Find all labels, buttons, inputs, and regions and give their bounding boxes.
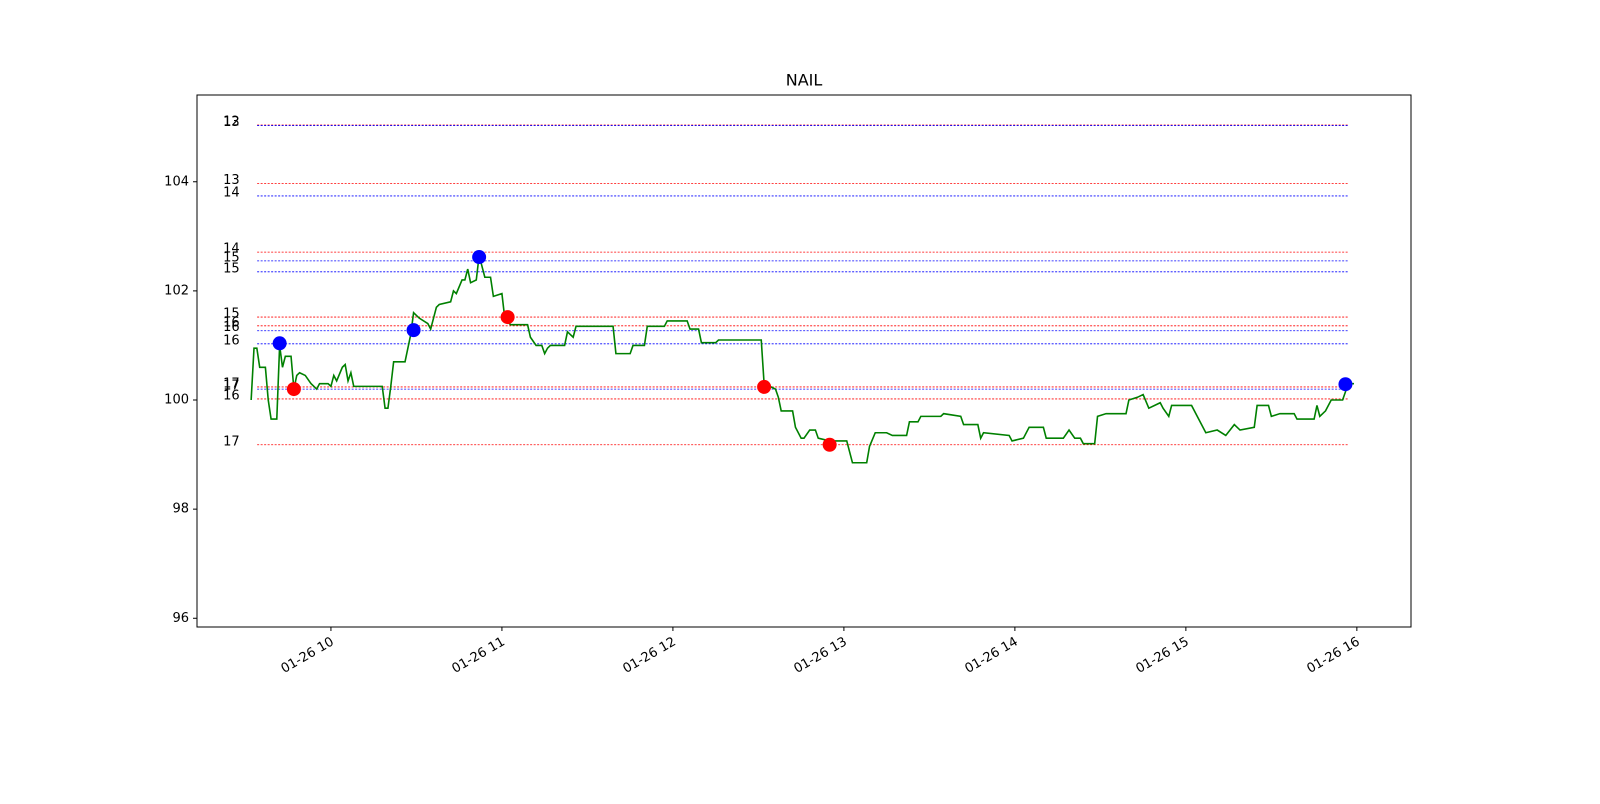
signal-marker [472, 250, 487, 265]
level-label: 12 [223, 115, 240, 130]
level-label: 14 [223, 185, 240, 200]
level-label: 15 [223, 250, 240, 265]
level-label: 13 [223, 115, 240, 130]
level-label: 14 [223, 242, 240, 257]
price-line [250, 255, 1354, 464]
y-tick-label: 98 [172, 502, 189, 517]
signal-marker [272, 336, 287, 351]
level-label: 16 [223, 315, 240, 330]
signal-marker [286, 382, 301, 397]
level-label: 13 [223, 173, 240, 188]
level-label: 16 [223, 320, 240, 335]
y-tick-label: 96 [172, 611, 189, 626]
y-tick-label: 102 [164, 283, 189, 298]
level-label: 17 [223, 376, 240, 391]
chart-title: NAIL [786, 71, 823, 90]
signal-marker [1338, 377, 1353, 392]
level-label: 17 [223, 379, 240, 394]
level-label: 16 [223, 333, 240, 348]
level-label: 17 [223, 434, 240, 449]
level-label: 15 [223, 307, 240, 322]
y-tick-label: 104 [164, 174, 189, 189]
y-tick-label: 100 [164, 393, 189, 408]
plot-frame [196, 94, 1412, 628]
signal-marker [822, 437, 837, 452]
level-label: 15 [223, 261, 240, 276]
level-label: 16 [223, 388, 240, 403]
signal-marker [500, 310, 515, 325]
signal-marker [406, 323, 421, 338]
signal-marker [757, 379, 772, 394]
